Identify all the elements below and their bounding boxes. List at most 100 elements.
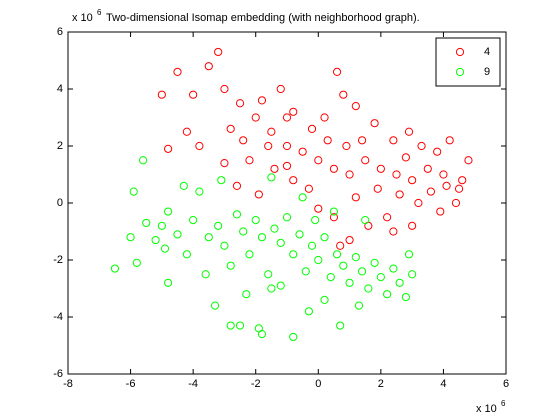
- y-tick-label: -4: [53, 311, 63, 323]
- point: [298, 193, 307, 202]
- point: [433, 147, 442, 156]
- point: [354, 301, 364, 310]
- point: [436, 207, 445, 216]
- point: [289, 250, 298, 259]
- point: [458, 176, 467, 185]
- point: [289, 176, 298, 185]
- point: [304, 184, 313, 193]
- point: [323, 136, 332, 145]
- point: [157, 221, 166, 230]
- point: [282, 141, 292, 151]
- point: [320, 295, 329, 304]
- point: [345, 235, 354, 245]
- point: [164, 144, 173, 153]
- point: [142, 218, 151, 228]
- point: [254, 190, 263, 199]
- point: [195, 187, 204, 196]
- plot-area: [67, 31, 507, 375]
- point: [182, 127, 191, 136]
- point: [357, 136, 367, 145]
- point: [445, 136, 454, 145]
- point: [235, 321, 245, 330]
- chart-title: Two-dimensional Isomap embedding (with n…: [106, 12, 420, 24]
- point: [173, 67, 182, 77]
- point: [164, 278, 173, 287]
- point: [314, 255, 323, 265]
- point: [242, 290, 251, 299]
- point: [345, 170, 354, 179]
- point: [239, 227, 248, 236]
- point: [311, 216, 320, 225]
- point: [267, 127, 276, 136]
- point: [326, 273, 335, 282]
- point: [298, 147, 307, 156]
- point: [404, 127, 414, 136]
- point: [214, 221, 223, 230]
- point: [332, 250, 342, 259]
- point: [404, 250, 414, 259]
- point: [204, 62, 213, 71]
- point: [276, 238, 285, 247]
- point: [210, 301, 220, 310]
- point: [257, 233, 267, 242]
- point: [179, 181, 188, 190]
- x-tick-label: 4: [440, 378, 446, 390]
- x-tick-label: 6: [503, 378, 509, 390]
- point: [307, 124, 317, 133]
- point: [357, 267, 367, 276]
- legend-marker: [455, 67, 465, 77]
- point: [157, 90, 166, 99]
- y-tick-label: -2: [53, 254, 63, 266]
- point: [304, 307, 313, 316]
- point: [329, 213, 339, 222]
- point: [408, 176, 417, 185]
- x-scale-label: x 10: [476, 403, 497, 415]
- y-tick-label: -6: [53, 368, 63, 380]
- point: [251, 113, 260, 122]
- point: [307, 241, 317, 250]
- y-tick-label: 4: [57, 83, 63, 95]
- point: [189, 216, 198, 225]
- point: [389, 264, 398, 273]
- legend-box: [435, 37, 501, 87]
- point: [336, 241, 345, 250]
- point: [220, 241, 229, 250]
- point: [320, 113, 329, 122]
- point: [164, 207, 173, 216]
- point: [226, 261, 235, 270]
- point: [301, 267, 310, 276]
- point: [392, 170, 401, 179]
- point: [160, 244, 170, 253]
- point: [214, 47, 223, 57]
- point: [264, 141, 273, 151]
- point: [276, 84, 285, 94]
- point: [401, 153, 410, 162]
- point: [289, 332, 298, 342]
- point: [257, 330, 267, 339]
- x-scale-exponent: 6: [501, 399, 506, 408]
- point: [245, 250, 254, 259]
- point: [264, 270, 273, 279]
- point: [451, 198, 461, 208]
- point: [423, 164, 432, 173]
- point: [376, 164, 385, 173]
- point: [336, 321, 345, 330]
- point: [239, 136, 248, 145]
- point: [267, 173, 276, 182]
- point: [376, 273, 385, 282]
- y-tick-label: 2: [57, 140, 63, 152]
- point: [189, 90, 198, 99]
- legend-marker: [455, 47, 465, 57]
- y-tick-label: 0: [57, 197, 63, 209]
- point: [383, 290, 392, 299]
- point: [257, 96, 267, 105]
- point: [235, 99, 245, 108]
- x-tick-label: -8: [63, 378, 73, 390]
- point: [329, 164, 339, 173]
- point: [129, 187, 138, 196]
- point: [361, 156, 370, 165]
- point: [282, 213, 292, 222]
- point: [201, 270, 210, 279]
- point: [389, 136, 398, 145]
